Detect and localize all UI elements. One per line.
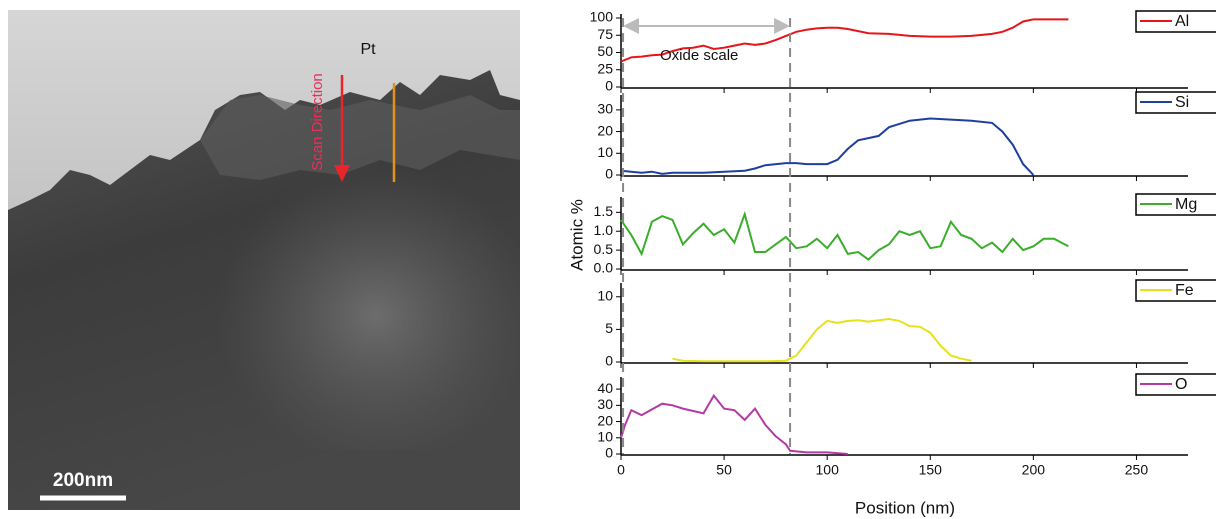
legend-box [1135, 373, 1216, 396]
data-line [672, 317, 972, 363]
image-shading [200, 150, 520, 450]
scale-bar-label: 200nm [53, 470, 113, 491]
x-tick-label: 0 [617, 462, 625, 478]
x-tick-label: 50 [716, 462, 732, 478]
y-tick-label: 10 [597, 144, 613, 160]
legend-label: Si [1175, 94, 1189, 111]
image-vacuum [8, 10, 520, 210]
legend-box [1135, 91, 1216, 114]
legend-label: Mg [1175, 196, 1197, 213]
x-tick-label: 250 [1125, 462, 1149, 478]
y-tick-label: 20 [597, 412, 613, 428]
y-tick-label: 10 [597, 428, 613, 444]
annotation: Oxide scale [660, 47, 738, 64]
y-tick-label: 30 [597, 101, 613, 117]
y-tick-label: 0 [605, 166, 613, 182]
x-tick-label: 200 [1022, 462, 1046, 478]
y-tick-label: 75 [597, 26, 613, 42]
y-axis-title: Atomic % [567, 199, 586, 271]
y-tick-label: 0 [605, 78, 613, 94]
legend-box [1135, 10, 1216, 33]
pt-label: Pt [360, 41, 376, 58]
scan-label: Scan Direction [309, 73, 326, 171]
y-tick-label: 0.0 [594, 260, 614, 276]
data-line [620, 210, 1069, 261]
image-pt-layer [200, 95, 520, 180]
x-tick-label: 150 [919, 462, 943, 478]
y-tick-label: 100 [590, 9, 614, 25]
y-tick-label: 20 [597, 122, 613, 138]
data-line [620, 18, 1069, 63]
y-tick-label: 5 [605, 320, 613, 336]
y-tick-label: 40 [597, 380, 613, 396]
legend-box [1135, 193, 1216, 216]
tem-image: Pt Scan Direction 200nm [8, 10, 520, 510]
data-line [620, 393, 848, 455]
y-tick-label: 0 [605, 445, 613, 461]
y-tick-label: 30 [597, 396, 613, 412]
y-tick-label: 1.0 [594, 222, 614, 238]
x-axis-title: Position (nm) [855, 498, 955, 517]
y-tick-label: 0 [605, 353, 613, 369]
y-tick-label: 1.5 [594, 203, 614, 219]
legend-box [1135, 279, 1216, 302]
scan-arrow-head [334, 165, 350, 182]
data-line [620, 117, 1035, 176]
y-tick-label: 10 [597, 287, 613, 303]
legend-label: Fe [1175, 282, 1194, 299]
y-tick-label: 50 [597, 43, 613, 59]
y-tick-label: 25 [597, 60, 613, 76]
legend-label: O [1175, 376, 1187, 393]
legend-label: Al [1175, 13, 1189, 30]
x-tick-label: 100 [816, 462, 840, 478]
y-tick-label: 0.5 [594, 241, 614, 257]
